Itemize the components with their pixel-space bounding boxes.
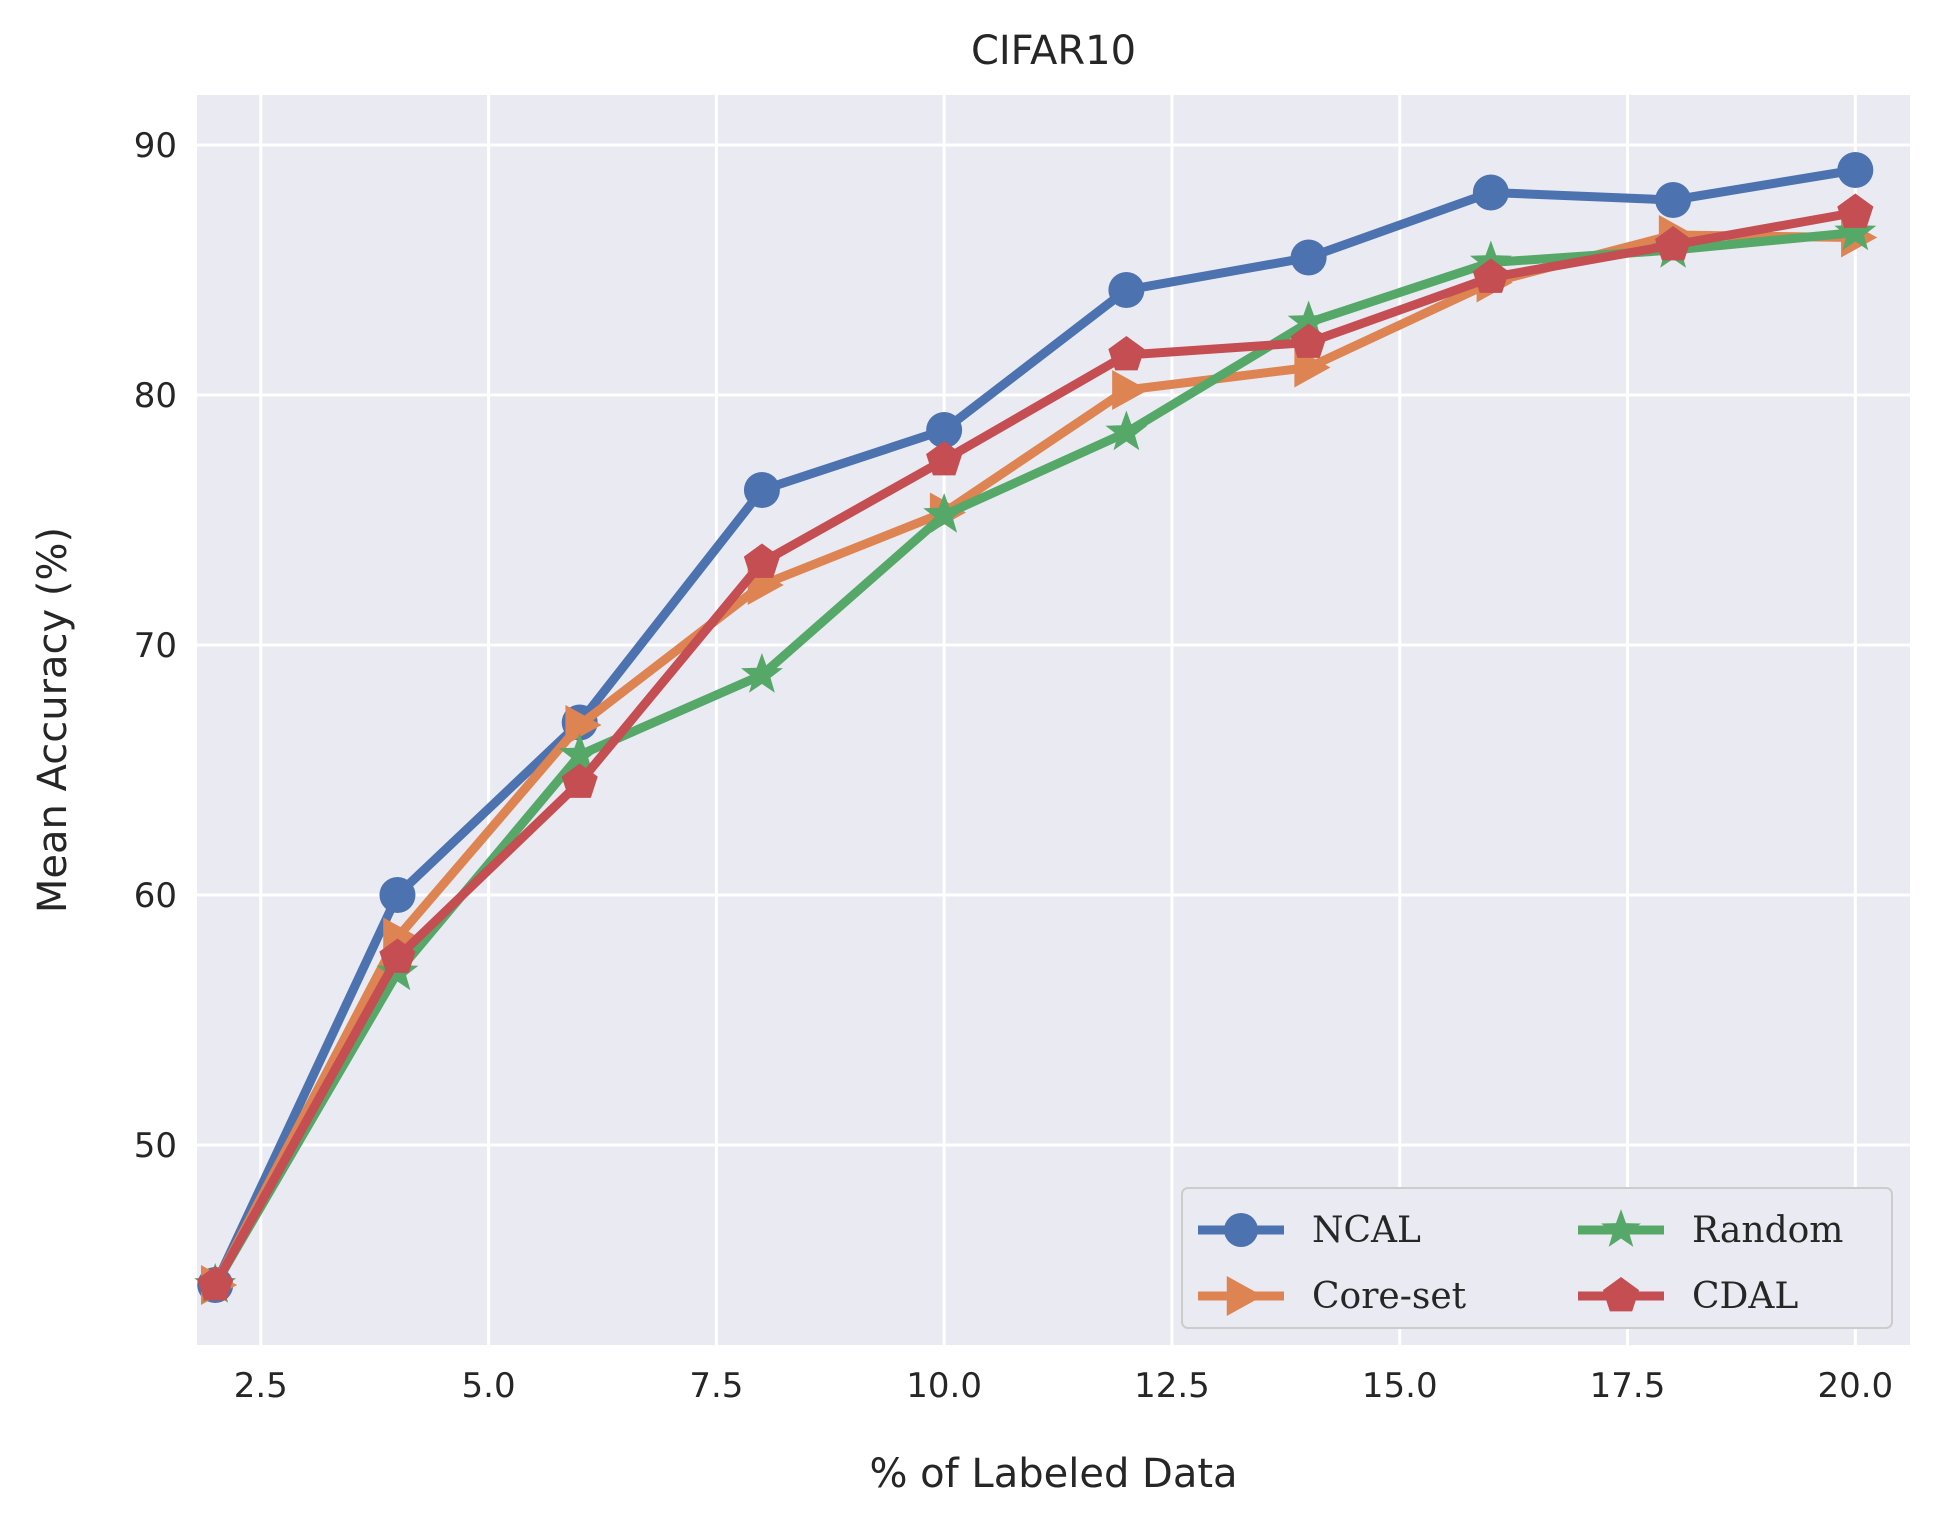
data-point <box>1472 174 1509 211</box>
x-tick-label: 10.0 <box>906 1366 982 1406</box>
x-axis-label: % of Labeled Data <box>869 1451 1237 1497</box>
x-axis-ticks: 2.5 5.0 7.5 10.0 12.5 15.0 17.5 20.0 <box>234 1366 1893 1406</box>
y-tick-label: 60 <box>134 876 177 916</box>
legend-label: Random <box>1692 1210 1843 1251</box>
legend: NCAL Core-set Random CDAL <box>1181 1187 1893 1329</box>
y-tick-label: 50 <box>134 1126 177 1166</box>
data-point <box>1105 410 1148 451</box>
chart-title: CIFAR10 <box>971 28 1136 74</box>
data-point <box>1108 336 1145 371</box>
data-point <box>1290 323 1327 358</box>
plot-area <box>197 95 1910 1345</box>
data-point <box>923 493 966 533</box>
y-axis-ticks: 50 60 70 80 90 <box>134 126 177 1166</box>
y-axis-label: Mean Accuracy (%) <box>30 527 76 913</box>
data-point <box>1837 193 1874 228</box>
data-point <box>197 1266 234 1301</box>
x-tick-label: 17.5 <box>1590 1366 1666 1406</box>
legend-item: CDAL <box>1578 1276 1798 1317</box>
legend-label: CDAL <box>1692 1276 1798 1317</box>
y-tick-label: 80 <box>134 376 177 416</box>
data-point <box>1287 300 1330 341</box>
grid-lines <box>197 95 1910 1345</box>
data-point <box>1655 226 1692 261</box>
x-tick-label: 20.0 <box>1817 1366 1893 1406</box>
data-point <box>743 472 780 508</box>
legend-item: Random <box>1578 1209 1843 1251</box>
y-tick-label: 90 <box>134 126 177 166</box>
legend-item: Core-set <box>1198 1276 1467 1317</box>
data-point <box>558 733 601 773</box>
x-tick-label: 15.0 <box>1362 1366 1438 1406</box>
legend-label: NCAL <box>1312 1210 1421 1251</box>
data-point <box>741 653 783 693</box>
data-point <box>1472 258 1509 293</box>
x-tick-label: 7.5 <box>689 1366 743 1406</box>
legend-marker <box>1602 1277 1640 1312</box>
data-point <box>565 705 602 745</box>
series-layer <box>194 152 1878 1305</box>
x-tick-label: 12.5 <box>1134 1366 1210 1406</box>
data-point <box>1112 370 1149 410</box>
series-line <box>210 165 1860 1290</box>
data-point <box>1837 152 1874 188</box>
legend-marker <box>1601 1209 1641 1247</box>
data-point <box>1290 239 1327 276</box>
series-cdal <box>197 193 1874 1301</box>
data-point <box>1108 272 1145 308</box>
series-line <box>210 228 1860 1290</box>
legend-box <box>1181 1187 1893 1329</box>
data-point <box>926 412 963 448</box>
data-point <box>743 543 780 578</box>
data-point <box>926 441 963 476</box>
data-point <box>379 938 416 973</box>
x-tick-label: 2.5 <box>234 1366 288 1406</box>
data-point <box>561 763 598 798</box>
data-point <box>1655 182 1692 218</box>
legend-marker <box>1226 1276 1263 1316</box>
series-line <box>210 208 1860 1290</box>
x-tick-label: 5.0 <box>462 1366 516 1406</box>
legend-label: Core-set <box>1312 1276 1467 1317</box>
legend-item: NCAL <box>1198 1210 1421 1251</box>
legend-marker <box>1224 1213 1258 1247</box>
data-point <box>1834 210 1877 251</box>
data-point <box>379 877 416 913</box>
y-tick-label: 70 <box>134 626 177 666</box>
